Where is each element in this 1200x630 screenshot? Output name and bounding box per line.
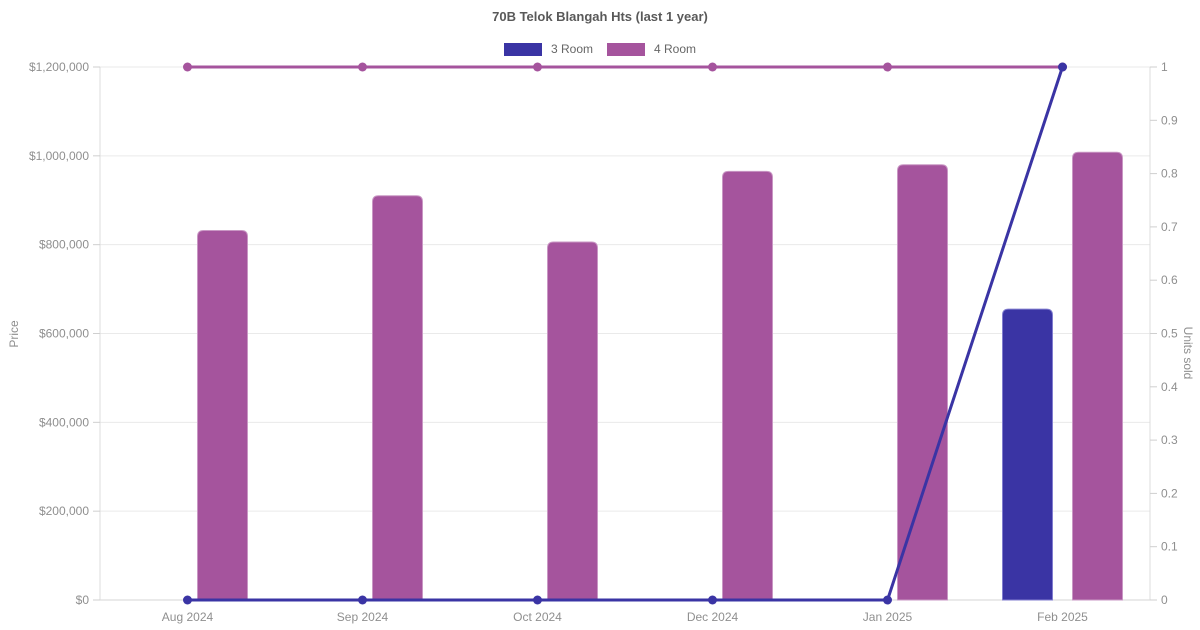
point-4-room-oct-2024[interactable]: [533, 62, 542, 72]
point-4-room-aug-2024[interactable]: [183, 62, 192, 72]
x-axis-tick-label: Oct 2024: [513, 610, 562, 624]
left-axis-tick-label: $1,200,000: [29, 60, 89, 74]
point-4-room-jan-2025[interactable]: [883, 62, 892, 72]
right-axis-tick-label: 0.5: [1161, 327, 1178, 341]
bar-4-room-aug-2024[interactable]: [197, 229, 248, 601]
right-axis-tick-label: 0.1: [1161, 540, 1178, 554]
x-axis-tick-label: Sep 2024: [337, 610, 389, 624]
legend-label-3-room: 3 Room: [550, 42, 593, 56]
left-axis-tick-label: $600,000: [39, 327, 89, 341]
right-axis-tick-label: 0.2: [1161, 486, 1178, 500]
legend-swatch-4-room-icon: [607, 42, 645, 56]
point-4-room-sep-2024[interactable]: [358, 62, 367, 72]
point-3-room-dec-2024[interactable]: [708, 595, 717, 605]
x-axis-tick-label: Jan 2025: [863, 610, 913, 624]
bar-3-room-feb-2025[interactable]: [1002, 308, 1053, 601]
x-axis-tick-label: Feb 2025: [1037, 610, 1088, 624]
point-3-room-oct-2024[interactable]: [533, 595, 542, 605]
right-axis-tick-label: 0.3: [1161, 433, 1178, 447]
point-3-room-aug-2024[interactable]: [183, 595, 192, 605]
point-3-room-feb-2025[interactable]: [1058, 62, 1067, 72]
legend-item-3-room[interactable]: 3 Room: [503, 42, 593, 56]
legend-label-4-room: 4 Room: [654, 42, 697, 56]
bar-4-room-jan-2025[interactable]: [897, 164, 948, 601]
chart-legend: 3 Room 4 Room: [0, 41, 1200, 57]
x-axis-tick-label: Aug 2024: [162, 610, 214, 624]
right-axis-tick-label: 0.8: [1161, 167, 1178, 181]
right-axis-tick-label: 0: [1161, 593, 1168, 607]
right-axis-tick-label: 0.7: [1161, 220, 1178, 234]
left-axis-tick-label: $0: [76, 593, 90, 607]
left-axis-tick-label: $1,000,000: [29, 149, 89, 163]
point-4-room-dec-2024[interactable]: [708, 62, 717, 72]
point-3-room-jan-2025[interactable]: [883, 595, 892, 605]
right-axis-tick-label: 1: [1161, 60, 1168, 74]
bar-4-room-dec-2024[interactable]: [722, 170, 773, 601]
right-axis-tick-label: 0.6: [1161, 273, 1178, 287]
legend-swatch-3-room-icon: [503, 42, 542, 56]
point-3-room-sep-2024[interactable]: [358, 595, 367, 605]
right-axis-tick-label: 0.4: [1161, 380, 1178, 394]
right-axis-tick-label: 0.9: [1161, 113, 1178, 127]
x-axis-tick-label: Dec 2024: [687, 610, 739, 624]
chart-title: 70B Telok Blangah Hts (last 1 year): [492, 9, 708, 24]
bar-4-room-sep-2024[interactable]: [372, 195, 423, 601]
legend-item-4-room[interactable]: 4 Room: [607, 42, 696, 56]
left-axis-tick-label: $200,000: [39, 504, 89, 518]
bar-4-room-feb-2025[interactable]: [1072, 151, 1123, 601]
bar-4-room-oct-2024[interactable]: [547, 241, 598, 601]
left-axis-tick-label: $400,000: [39, 415, 89, 429]
line-3-room-units: [186, 65, 1064, 602]
left-axis-tick-label: $800,000: [39, 238, 89, 252]
